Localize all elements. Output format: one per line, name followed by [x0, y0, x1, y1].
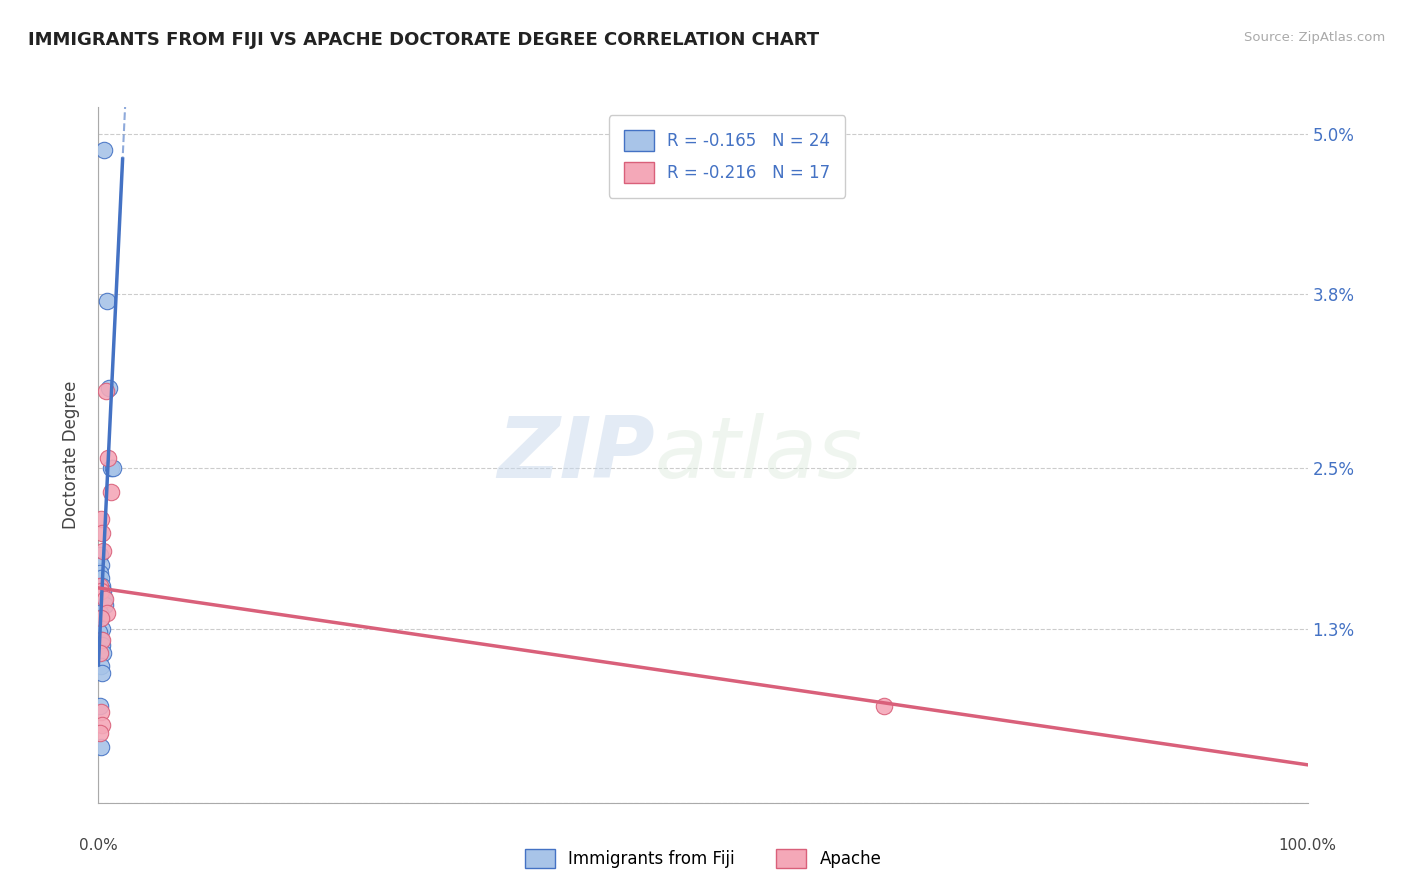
Point	[91, 665, 114, 680]
Point	[89, 566, 111, 580]
Point	[90, 571, 112, 585]
Point	[90, 512, 112, 526]
Point	[93, 591, 115, 606]
Text: Source: ZipAtlas.com: Source: ZipAtlas.com	[1244, 31, 1385, 45]
Point	[100, 461, 122, 475]
Point	[93, 143, 115, 157]
Point	[96, 606, 118, 620]
Point	[89, 624, 111, 639]
Point	[90, 584, 112, 599]
Legend: Immigrants from Fiji, Apache: Immigrants from Fiji, Apache	[517, 843, 889, 875]
Point	[89, 579, 111, 593]
Point	[97, 450, 120, 465]
Text: ZIP: ZIP	[496, 413, 655, 497]
Point	[91, 579, 114, 593]
Point	[90, 659, 112, 673]
Point	[90, 632, 112, 647]
Point	[93, 592, 115, 607]
Point	[91, 584, 114, 599]
Text: IMMIGRANTS FROM FIJI VS APACHE DOCTORATE DEGREE CORRELATION CHART: IMMIGRANTS FROM FIJI VS APACHE DOCTORATE…	[28, 31, 820, 49]
Point	[91, 525, 114, 540]
Point	[101, 461, 124, 475]
Point	[91, 622, 114, 636]
Point	[89, 606, 111, 620]
Text: atlas: atlas	[655, 413, 863, 497]
Point	[90, 705, 112, 719]
Point	[100, 485, 122, 500]
Point	[90, 558, 112, 572]
Point	[98, 381, 121, 395]
Point	[93, 544, 115, 558]
Point	[89, 726, 111, 740]
Point	[93, 646, 115, 660]
Point	[89, 699, 111, 714]
Y-axis label: Doctorate Degree: Doctorate Degree	[62, 381, 80, 529]
Point	[94, 598, 117, 612]
Point	[90, 739, 112, 754]
Legend: R = -0.165   N = 24, R = -0.216   N = 17: R = -0.165 N = 24, R = -0.216 N = 17	[609, 115, 845, 198]
Point	[91, 718, 114, 732]
Point	[90, 638, 112, 652]
Point	[90, 611, 112, 625]
Point	[94, 384, 117, 398]
Point	[90, 611, 112, 625]
Point	[873, 699, 896, 714]
Text: 0.0%: 0.0%	[79, 838, 118, 853]
Text: 100.0%: 100.0%	[1278, 838, 1337, 853]
Point	[96, 294, 118, 309]
Point	[89, 548, 111, 563]
Point	[90, 632, 112, 647]
Point	[89, 646, 111, 660]
